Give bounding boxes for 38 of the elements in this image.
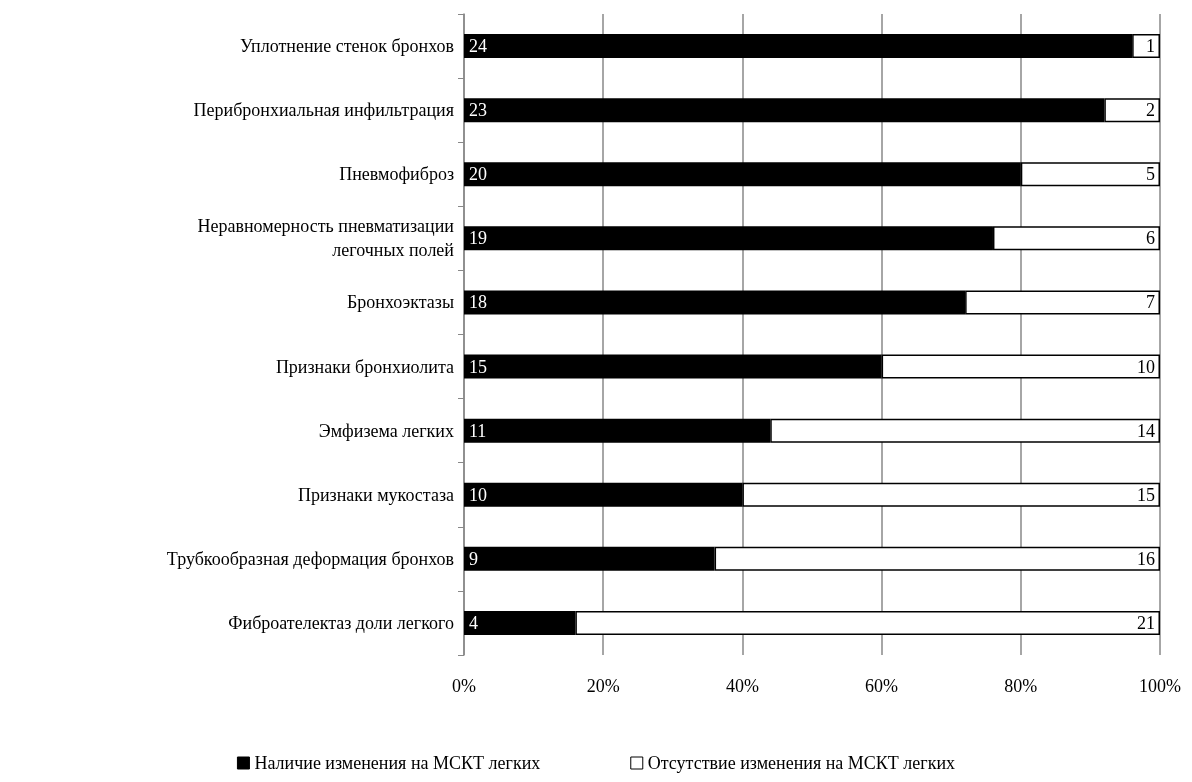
annotation: 10 xyxy=(469,484,487,505)
y-tick-label: Эмфизема легких xyxy=(318,420,454,441)
annotation: 15 xyxy=(1137,484,1155,505)
legend-label: Отсутствие изменения на МСКТ легких xyxy=(647,753,956,773)
x-tick-label: 100% xyxy=(1139,676,1181,696)
annotation: 5 xyxy=(1146,164,1155,185)
annotation: 15 xyxy=(469,356,487,377)
annotation: 19 xyxy=(469,228,487,249)
annotation: 2 xyxy=(1146,100,1155,121)
x-tick-label: 40% xyxy=(725,676,759,696)
x-tick-label: 20% xyxy=(586,676,620,696)
annotation: 21 xyxy=(1137,612,1155,633)
annotation: 6 xyxy=(1146,228,1155,249)
y-tick-label: Фиброателектаз доли легкого xyxy=(228,612,454,633)
annotation: 14 xyxy=(1137,420,1155,441)
x-tick-label: 60% xyxy=(865,676,899,696)
y-tick-label: Бронхоэктазы xyxy=(346,292,454,313)
annotation: 9 xyxy=(469,548,478,569)
y-tick-label: Перибронхиальная инфильтрация xyxy=(193,100,454,121)
y-tick-label: Трубкообразная деформация бронхов xyxy=(166,548,454,569)
annotation: 11 xyxy=(469,420,487,441)
y-tick-label: Пневмофиброз xyxy=(339,164,454,185)
annotation: 10 xyxy=(1137,356,1155,377)
annotation: 16 xyxy=(1137,548,1155,569)
annotation: 7 xyxy=(1146,292,1155,313)
annotation: 1 xyxy=(1146,36,1155,57)
legend-label: Наличие изменения на МСКТ легких xyxy=(254,753,541,773)
y-tick-label: Уплотнение стенок бронхов xyxy=(239,36,454,57)
annotation: 18 xyxy=(469,292,487,313)
y-tick-label: Неравномерность пневматизации легочных полей xyxy=(197,216,455,261)
x-tick-label: 0% xyxy=(452,676,476,696)
annotation: 20 xyxy=(469,164,487,185)
x-tick-label: 80% xyxy=(1004,676,1038,696)
annotation: 4 xyxy=(469,612,478,633)
annotation: 23 xyxy=(469,100,487,121)
y-tick-label: Признаки бронхиолита xyxy=(275,356,454,377)
y-tick-label: Признаки мукостаза xyxy=(297,484,455,505)
annotation: 24 xyxy=(469,36,487,57)
